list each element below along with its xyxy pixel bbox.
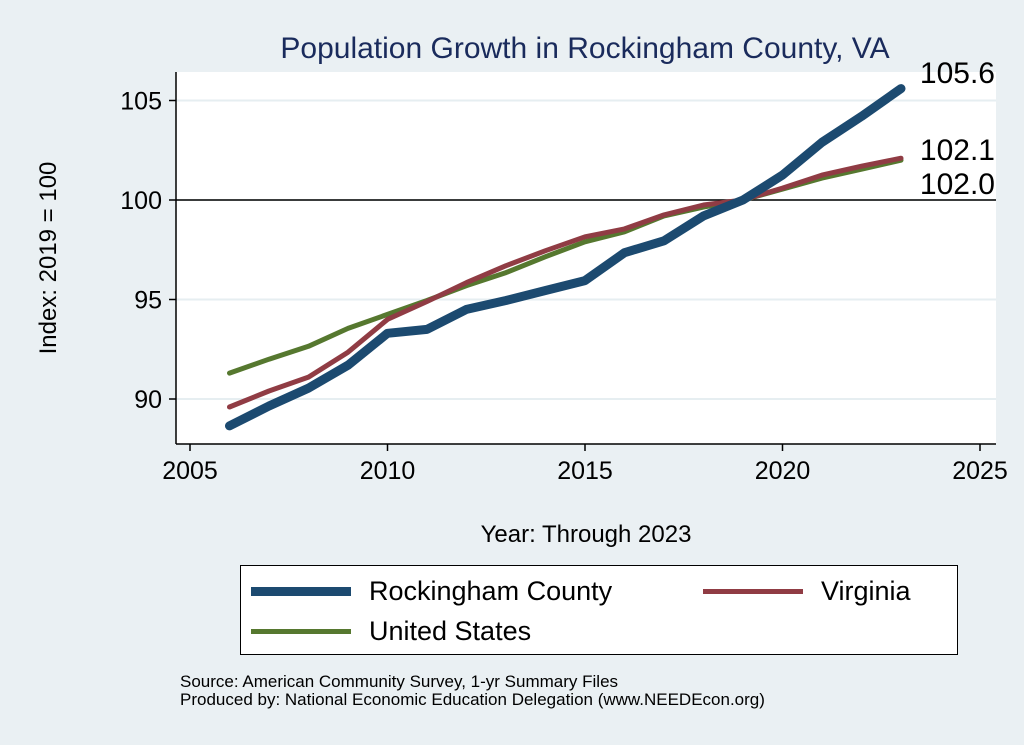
legend-item-rockingham: Rockingham County — [251, 576, 612, 607]
x-axis-label: Year: Through 2023 — [481, 521, 692, 548]
end-value-label: 102.0 — [920, 168, 995, 201]
legend-swatch — [703, 589, 803, 594]
x-tick-label: 2010 — [360, 457, 416, 485]
series-line-virginia — [227, 155, 904, 410]
x-tick-label: 2015 — [557, 457, 613, 485]
y-tick-label: 105 — [120, 88, 162, 116]
legend-label: United States — [369, 616, 532, 646]
end-value-label: 102.1 — [920, 134, 995, 167]
y-tick-label: 90 — [134, 386, 162, 414]
source-note: Source: American Community Survey, 1-yr … — [180, 672, 619, 691]
end-value-label: 105.6 — [920, 57, 995, 90]
x-tick-label: 2020 — [755, 457, 811, 485]
x-tick-label: 2025 — [952, 457, 1008, 485]
legend-swatch — [251, 629, 351, 634]
y-tick-label: 100 — [120, 187, 162, 215]
legend-label: Virginia — [821, 576, 911, 606]
chart-title: Population Growth in Rockingham County, … — [280, 32, 889, 65]
x-tick-label: 2005 — [162, 457, 218, 485]
legend-swatch — [251, 587, 351, 596]
source-notes: Source: American Community Survey, 1-yr … — [180, 673, 765, 709]
legend-item-virginia: Virginia — [703, 576, 911, 607]
y-axis-label: Index: 2019 = 100 — [35, 162, 62, 355]
producer-note: Produced by: National Economic Education… — [180, 690, 765, 709]
y-tick-label: 95 — [134, 287, 162, 315]
legend: Rockingham County Virginia United States — [240, 565, 958, 655]
series-line-rockingham-county — [225, 84, 906, 431]
legend-item-united-states: United States — [251, 616, 531, 647]
legend-label: Rockingham County — [369, 576, 613, 606]
